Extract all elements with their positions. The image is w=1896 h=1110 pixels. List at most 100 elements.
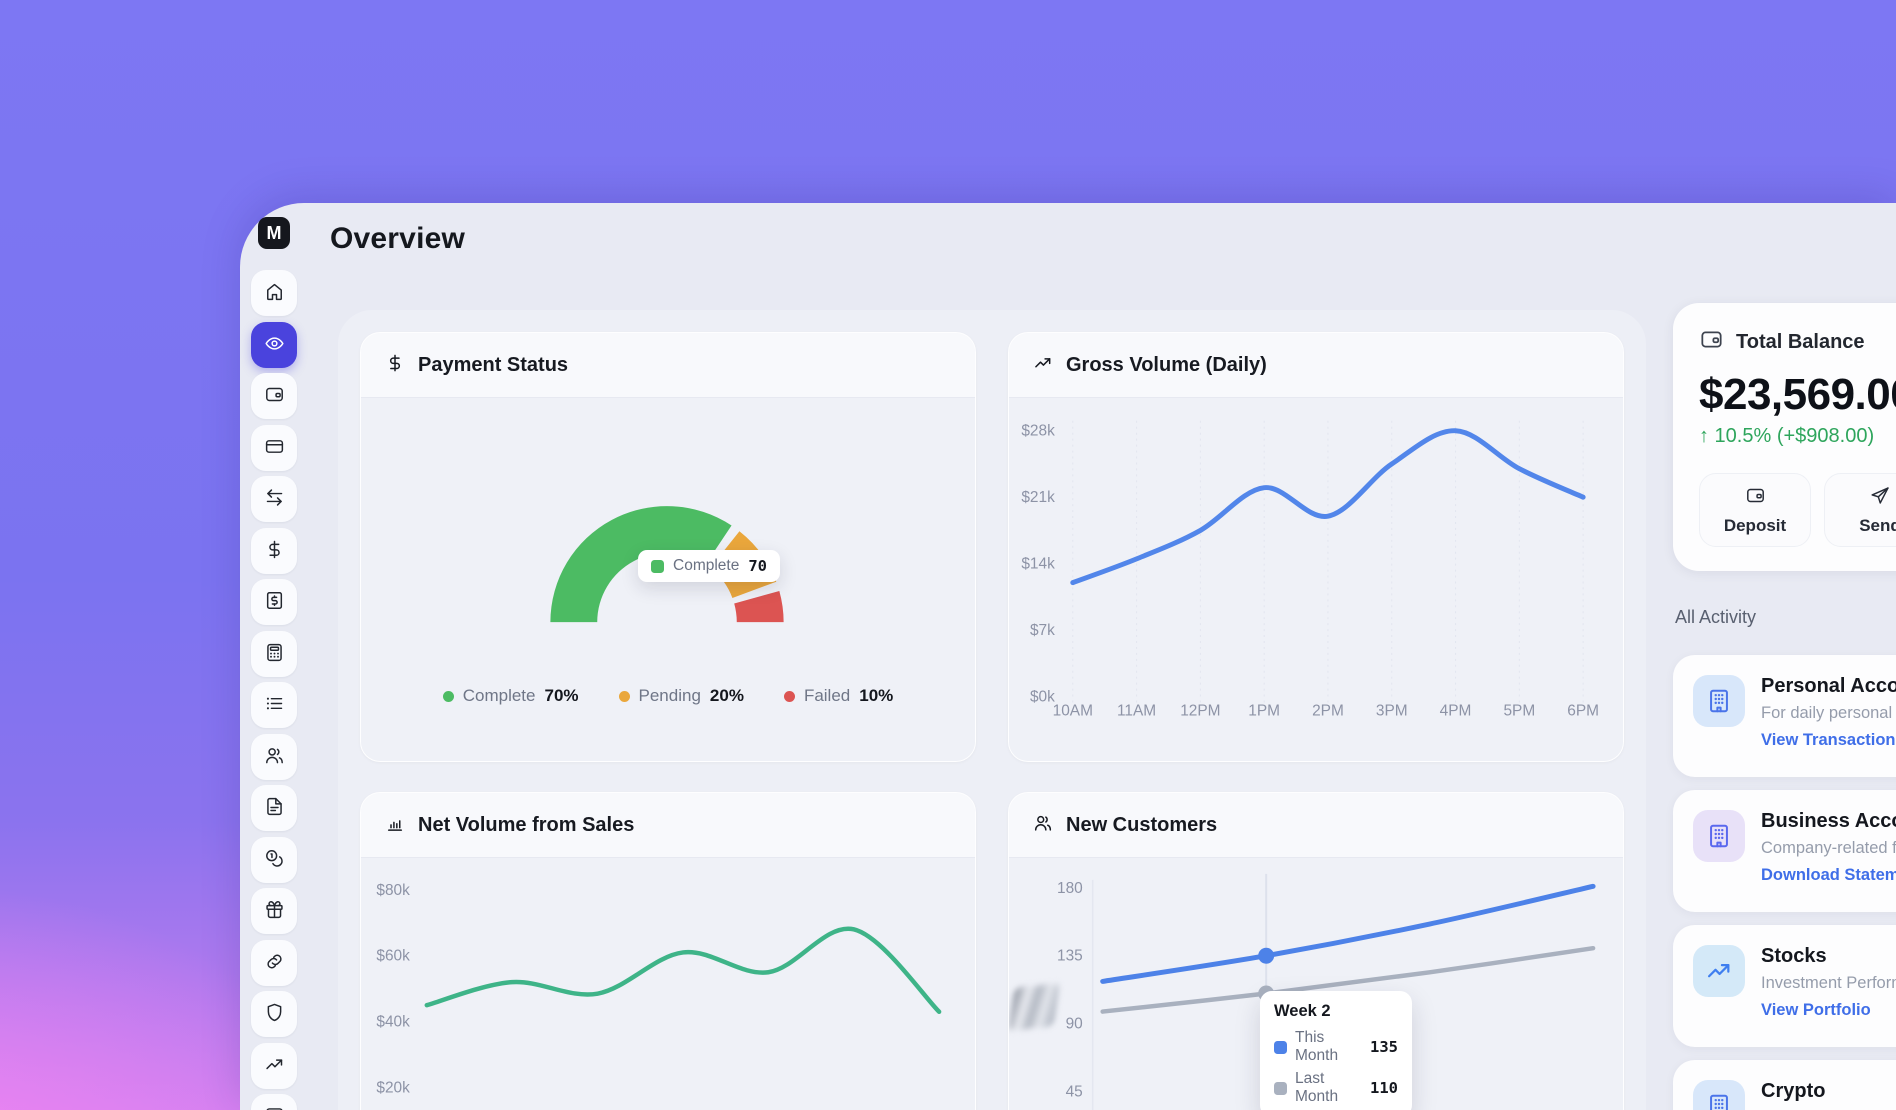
sidebar-item-invoices[interactable] [251,579,297,625]
receipt-dollar-icon [264,590,285,614]
send-label: Send [1859,515,1896,535]
credit-card-icon [264,436,285,460]
legend-value: 10% [859,686,894,705]
balance-header: Total Balance [1699,327,1896,357]
sidebar-item-accounting[interactable] [251,630,297,677]
line-chart: $80k $60k $40k $20k [376,882,942,1097]
document-icon [264,796,285,820]
tooltip-value: 135 [1370,1038,1398,1056]
sidebar-item-investments[interactable] [251,1042,297,1089]
balance-actions: Deposit Send [1699,473,1896,547]
activity-item-business-account[interactable]: Business Account Company-related finance… [1673,790,1896,912]
trending-up-icon [1033,353,1053,378]
shield-icon [264,1002,285,1026]
tooltip-row-this-month: This Month 135 [1274,1029,1398,1065]
payment-status-card: Payment Status Complete 70 Complete 70% [360,332,976,762]
sidebar-item-customers[interactable] [251,733,297,780]
legend-value: 70% [544,686,579,705]
svg-text:3PM: 3PM [1376,702,1408,719]
pending-dot-icon [618,690,630,702]
this-month-swatch [1274,1040,1287,1054]
legend-label: Complete [462,686,536,705]
view-transactions-link[interactable]: View Transactions [1761,731,1896,749]
svg-text:4PM: 4PM [1440,702,1472,719]
deposit-button[interactable]: Deposit [1699,473,1811,547]
gift-icon [264,899,285,923]
svg-text:90: 90 [1066,1016,1083,1033]
eye-icon [264,333,285,357]
gauge-legend: Complete 70% Pending 20% Failed 10% [361,686,975,706]
legend-label: Failed [803,686,851,705]
deposit-label: Deposit [1723,515,1787,535]
new-customers-tooltip: Week 2 This Month 135 Last Month 110 [1260,991,1412,1110]
download-statements-link[interactable]: Download Statements [1761,866,1896,884]
sidebar-item-overview[interactable] [251,321,297,368]
building-icon [1693,810,1745,862]
sidebar-nav [251,270,297,1110]
net-volume-chart[interactable]: $80k $60k $40k $20k [361,857,975,1110]
sidebar-item-security[interactable] [251,991,297,1037]
users-icon [264,745,285,769]
users-icon [1033,813,1053,838]
activity-item-stocks[interactable]: Stocks Investment Performance View Portf… [1673,925,1896,1047]
wallet-icon [1699,327,1724,357]
activity-title: Crypto [1761,1080,1826,1102]
svg-text:$80k: $80k [376,882,410,899]
sidebar-item-credits[interactable] [251,836,297,883]
right-panel: Total Balance $23,569.00 ↑ 10.5% (+$908.… [1673,303,1896,1110]
card-title: New Customers [1066,813,1218,836]
gross-volume-header: Gross Volume (Daily) [1009,333,1623,397]
calculator-icon [264,642,285,666]
activity-subtitle: For daily personal expenses [1761,704,1896,722]
dollar-icon [385,353,405,378]
activity-item-crypto[interactable]: Crypto Wallet & Exchange [1673,1060,1896,1110]
transfer-arrows-icon [264,487,285,511]
last-month-swatch [1274,1081,1287,1095]
payment-status-chart[interactable]: Complete 70 Complete 70% Pending 20% [361,397,975,761]
building-icon [1693,675,1745,727]
all-activity-heading: All Activity [1675,607,1757,627]
activity-item-personal-account[interactable]: Personal Account For daily personal expe… [1673,655,1896,777]
balance-amount: $23,569.00 [1699,370,1896,419]
legend-item-failed: Failed 10% [783,686,894,706]
svg-text:135: 135 [1057,948,1083,965]
svg-text:5PM: 5PM [1503,702,1535,719]
trending-up-icon [264,1054,285,1078]
card-title: Gross Volume (Daily) [1066,353,1267,376]
app-panel: M Overview [240,203,1896,1110]
link-icon [264,951,285,975]
gauge-tooltip: Complete 70 [638,550,781,582]
sidebar-item-wallet[interactable] [251,373,297,419]
sidebar-item-payments[interactable] [251,527,297,574]
card-title: Payment Status [418,353,569,376]
new-customers-card: New Customers 180 135 90 45 Week 2 This Mon… [1008,792,1624,1110]
activity-title: Business Account [1761,810,1896,832]
sidebar-item-cards[interactable] [251,424,297,471]
tooltip-label: Last Month [1295,1070,1339,1105]
legend-label: Pending [638,686,701,705]
gross-volume-card: Gross Volume (Daily) $28k $21k $14k $7k $0k 1… [1008,332,1624,762]
brand-logo[interactable]: M [258,217,290,249]
svg-text:45: 45 [1066,1084,1083,1101]
list-icon [264,693,285,717]
tooltip-title: Week 2 [1274,1002,1331,1020]
sidebar-item-apps[interactable] [251,1094,297,1110]
gross-volume-chart[interactable]: $28k $21k $14k $7k $0k 10AM 11AM 12PM 1PM 2PM 3PM 4… [1009,397,1623,761]
sidebar-item-integrations[interactable] [251,939,297,986]
sidebar-item-transfers[interactable] [251,476,297,522]
sidebar-item-rewards[interactable] [251,888,297,934]
sidebar-item-home[interactable] [251,270,297,316]
sidebar-item-transactions[interactable] [251,682,297,728]
sidebar-item-documents[interactable] [251,785,297,831]
svg-text:10AM: 10AM [1053,702,1093,719]
complete-dot-icon [442,690,454,702]
view-portfolio-link[interactable]: View Portfolio [1761,1001,1871,1019]
new-customers-chart[interactable]: 180 135 90 45 Week 2 This Month 135 Last Mo… [1009,857,1623,1110]
wallet-icon [264,384,285,408]
app-window-icon [264,1105,285,1110]
send-button[interactable]: Send [1824,473,1896,547]
activity-title: Stocks [1761,945,1827,967]
payment-status-header: Payment Status [361,333,975,397]
